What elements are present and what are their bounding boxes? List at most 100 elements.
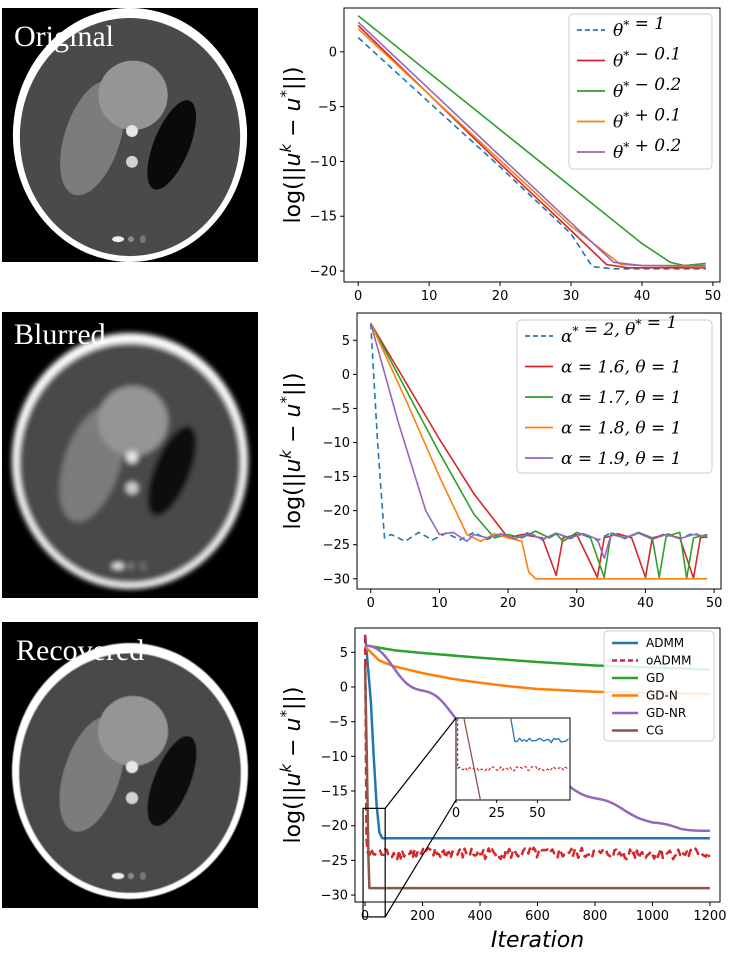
- y-tick-label-4: −15: [321, 785, 348, 800]
- legend: ADMM oADMM GD GD-N GD-NR CG: [603, 630, 715, 742]
- y-tick-label-5: −20: [323, 504, 350, 519]
- x-tick-label-3: 30: [563, 289, 580, 304]
- small-spot-1: [126, 125, 138, 137]
- series-line-1: [363, 634, 710, 840]
- bottom-spot-1: [112, 563, 124, 569]
- y-tick-label-0: 5: [342, 334, 350, 349]
- y-axis-label: log(||uk − u*||): [277, 373, 306, 530]
- series-group: [369, 322, 708, 580]
- y-tick-label-3: −10: [321, 750, 348, 765]
- label-recovered: Recovered: [16, 634, 145, 667]
- right-ellipse: [147, 100, 197, 190]
- phantom-body: [12, 8, 248, 262]
- small-spot-1: [126, 761, 138, 773]
- x-tick-label-1: 10: [431, 596, 448, 611]
- chart-3: 0 200 400 600 800 1000 120050−5−10−15−20−25−30…: [277, 627, 726, 953]
- y-axis-label: log(||uk − u*||): [277, 67, 306, 224]
- legend-label-5: α = 1.9, θ = 1: [561, 449, 681, 469]
- y-tick-label-3: −10: [323, 436, 350, 451]
- legend-label-2: oADMM: [646, 654, 692, 668]
- legend-label-2: θ* − 0.1: [613, 45, 681, 72]
- y-tick-label-2: −5: [331, 402, 350, 417]
- series-line-1: [369, 323, 708, 543]
- x-tick-label-5: 50: [706, 596, 723, 611]
- x-tick-label-2: 20: [492, 289, 509, 304]
- label-blurred: Blurred: [14, 318, 106, 351]
- small-spot-2: [126, 155, 138, 168]
- series-line-2: [363, 634, 711, 861]
- y-tick-label-4: −20: [310, 265, 337, 280]
- skull-inner: [19, 343, 241, 583]
- y-axis-label: log(||uk − u*||): [277, 687, 306, 844]
- y-tick-label-3: −15: [310, 210, 337, 225]
- inset-cg: [463, 718, 482, 800]
- y-tick-label-1: −5: [318, 100, 337, 115]
- small-spot-1: [126, 451, 138, 463]
- zoom-connector-2: [384, 799, 457, 918]
- y-tick-label-0: 5: [340, 646, 348, 661]
- bottom-spot-1: [112, 236, 125, 243]
- skull-inner: [19, 17, 241, 257]
- y-tick-label-7: −30: [323, 572, 350, 587]
- x-tick-label-5: 1000: [636, 909, 669, 924]
- legend-label-4: θ* + 0.1: [613, 106, 681, 133]
- legend: α* = 2, θ* = 1 α = 1.6, θ = 1 α = 1.7, θ =…: [516, 313, 713, 474]
- bottom-spot-3: [139, 235, 146, 244]
- right-ellipse: [147, 425, 197, 517]
- x-tick-label-5: 50: [705, 289, 722, 304]
- series-line-6: [363, 666, 710, 890]
- x-tick-label-4: 40: [637, 596, 654, 611]
- chart-1: 0 10 20 30 40 50 0 −5 −10 −15 −20 log(||uk − u*||) θ…: [277, 7, 722, 304]
- zoom-region: [362, 807, 386, 918]
- bottom-spot-1: [112, 873, 124, 879]
- inset-series: [456, 718, 570, 800]
- small-spot-2: [126, 792, 138, 804]
- x-tick-label-2: 400: [468, 909, 493, 924]
- legend-label-6: CG: [646, 724, 664, 738]
- series-line-1: [357, 37, 706, 270]
- x-tick-label-0: 0: [354, 289, 362, 304]
- bottom-spot-3: [140, 562, 146, 570]
- inset-admm: [510, 718, 569, 744]
- inset-x-tick-label-1: 25: [488, 806, 505, 821]
- right-ellipse: [147, 735, 197, 827]
- legend-label-1: α* = 2, θ* = 1: [561, 313, 677, 347]
- legend-label-5: θ* + 0.2: [613, 136, 681, 163]
- top-circle: [98, 696, 168, 766]
- x-tick-label-6: 1200: [693, 909, 726, 924]
- x-tick-label-1: 10: [421, 289, 438, 304]
- legend-label-5: GD-NR: [646, 706, 686, 720]
- phantom-body: [12, 643, 248, 899]
- y-tick-label-2: −10: [310, 155, 337, 170]
- image-recovered: Recovered: [2, 622, 258, 908]
- plot-frame: [343, 7, 721, 283]
- bottom-spot-2: [128, 873, 134, 879]
- series-line-5: [357, 21, 706, 267]
- label-original: Original: [14, 20, 114, 53]
- y-tick-label-5: −20: [321, 819, 348, 834]
- skull-inner: [19, 653, 241, 893]
- y-tick-label-6: −25: [321, 854, 348, 869]
- plot-frame: [356, 312, 722, 590]
- small-spot-2: [126, 482, 138, 494]
- y-tick-label-1: 0: [342, 368, 350, 383]
- phantom-blurred-graphic: [12, 333, 248, 589]
- inset-x-tick-label-2: 50: [529, 806, 546, 821]
- legend-box: [516, 319, 713, 474]
- x-tick-label-2: 20: [500, 596, 517, 611]
- legend-label-3: α = 1.7, θ = 1: [561, 388, 681, 408]
- phantom-recovered-graphic: [12, 643, 248, 899]
- inset-x-tick-label-0: 0: [452, 806, 460, 821]
- bottom-spot-3: [140, 872, 146, 880]
- legend-box: [568, 13, 713, 170]
- x-tick-label-3: 30: [569, 596, 586, 611]
- series-line-4: [369, 322, 708, 580]
- bottom-spot-2: [128, 236, 134, 243]
- x-tick-label-4: 800: [583, 909, 608, 924]
- legend-label-1: ADMM: [646, 636, 684, 650]
- image-original: Original: [2, 8, 258, 262]
- x-tick-label-4: 40: [634, 289, 651, 304]
- top-circle: [98, 60, 168, 131]
